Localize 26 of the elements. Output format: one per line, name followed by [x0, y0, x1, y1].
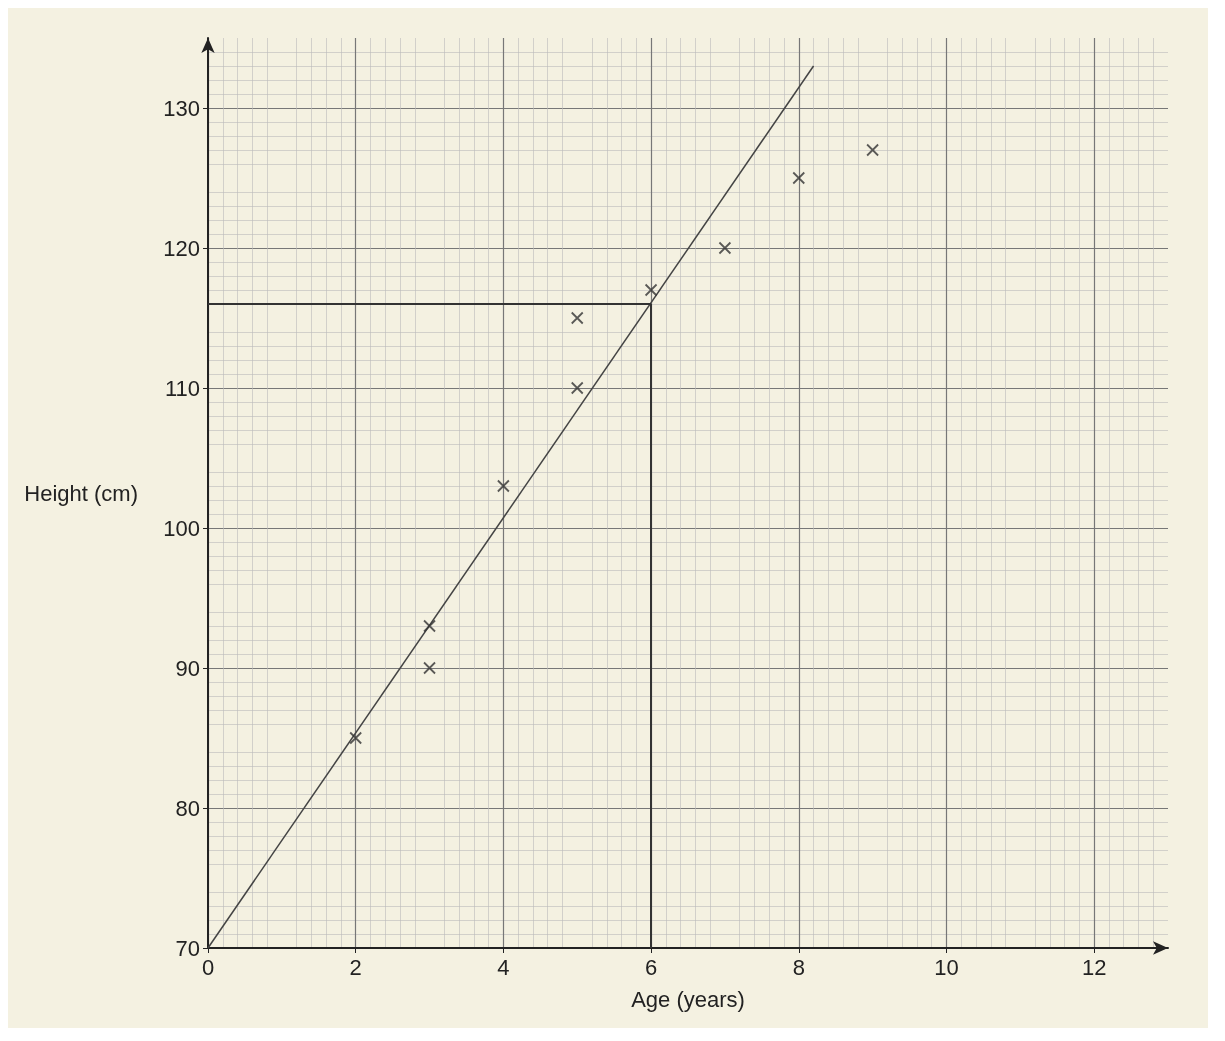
point	[718, 241, 732, 255]
point	[496, 479, 510, 493]
x-tick-label: 10	[934, 954, 959, 980]
point	[570, 311, 584, 325]
x-tick-label: 12	[1081, 954, 1107, 980]
y-tick-label: 130	[163, 95, 200, 121]
x-tick-label: 8	[792, 954, 805, 980]
x-axis-title: Age (years)	[631, 986, 745, 1012]
point	[423, 661, 436, 675]
point	[644, 283, 658, 297]
x-tick-label: 0	[201, 954, 215, 980]
point	[423, 619, 436, 633]
point	[570, 381, 584, 395]
x-tick-label: 2	[349, 954, 362, 980]
point	[349, 731, 363, 745]
point	[866, 143, 880, 157]
y-tick-label: 120	[163, 235, 200, 261]
y-tick-label: 110	[164, 375, 200, 401]
y-tick-label: 100	[163, 515, 200, 541]
point	[792, 171, 806, 185]
y-tick-label: 90	[175, 655, 200, 681]
y-tick-label: 70	[175, 935, 200, 961]
y-tick-label: 80	[175, 795, 200, 821]
x-tick-label: 6	[644, 954, 658, 980]
y-axis-title: Height (cm)	[24, 480, 138, 506]
x-tick-label: 4	[497, 954, 510, 980]
